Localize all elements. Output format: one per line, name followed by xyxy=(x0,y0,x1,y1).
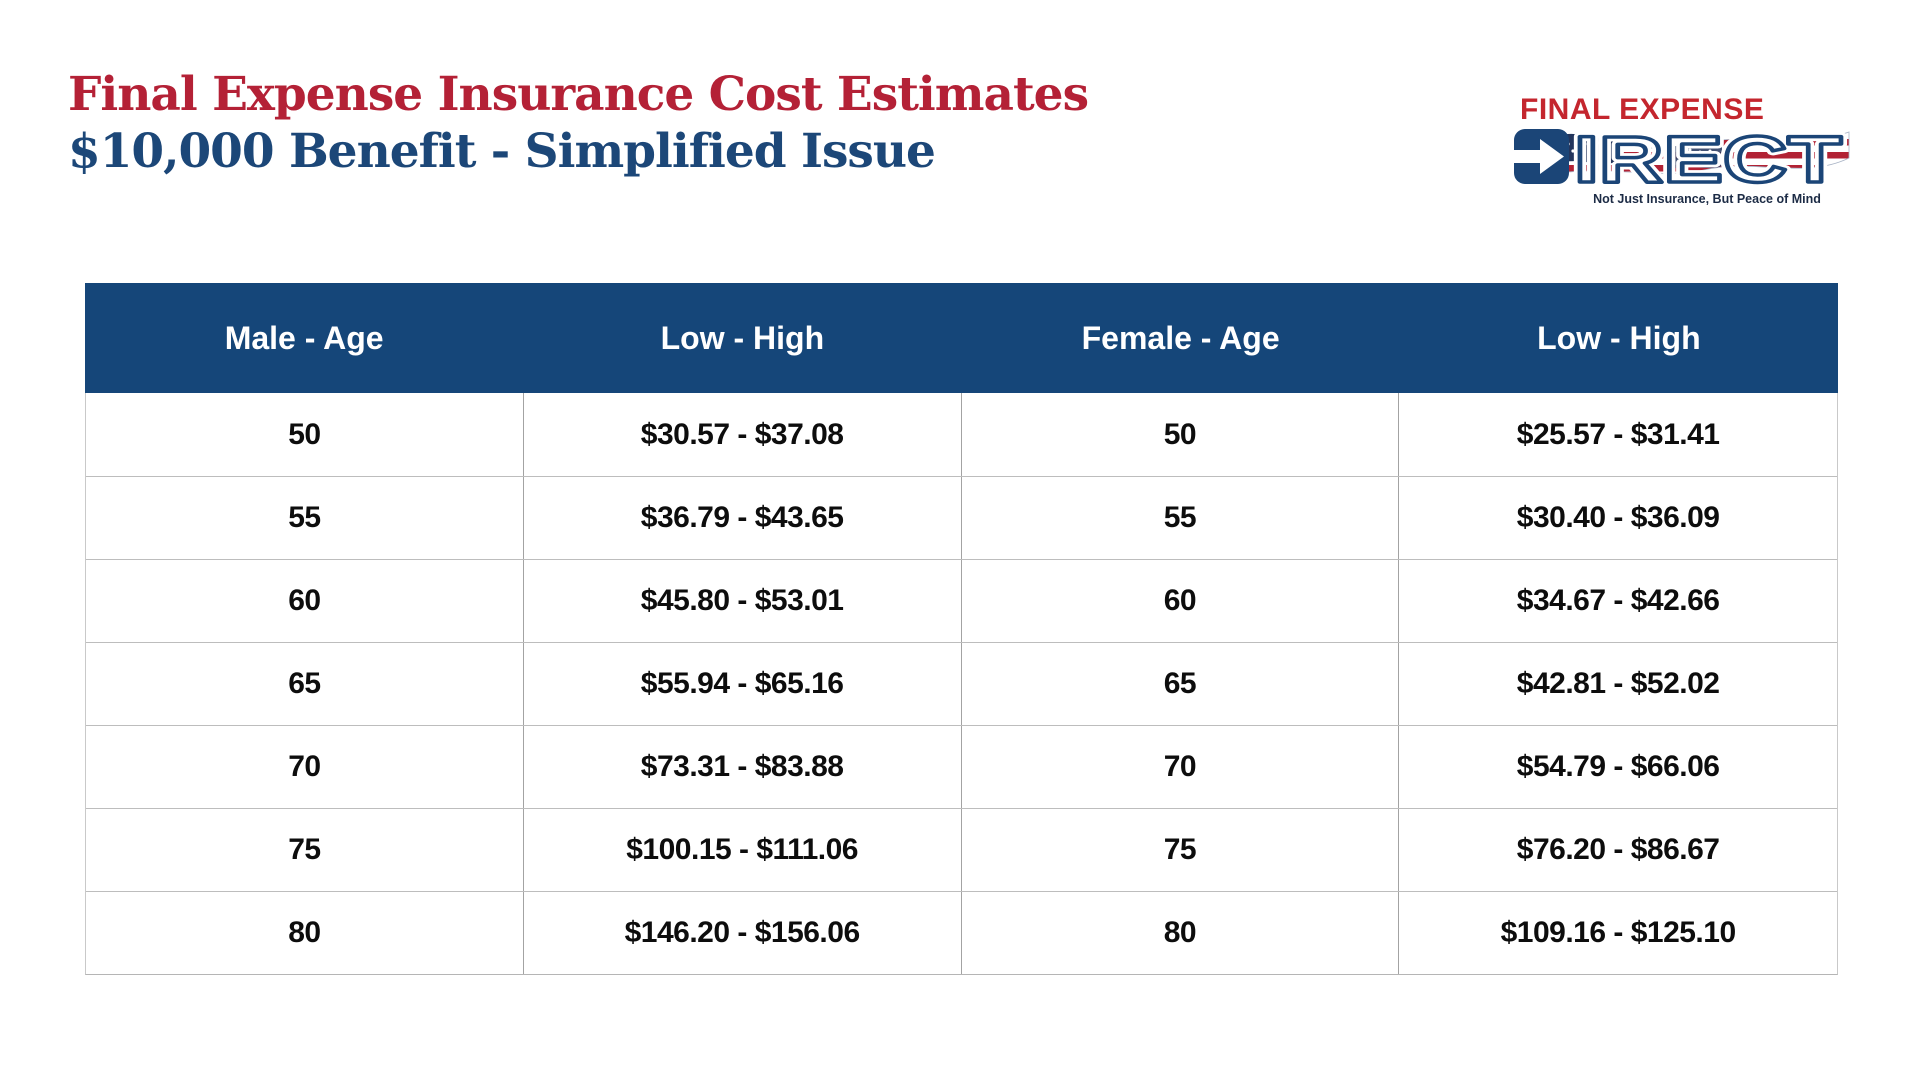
female-age-cell: 55 xyxy=(962,477,1400,559)
female-age-cell: 65 xyxy=(962,643,1400,725)
female-rate-cell: $34.67 - $42.66 xyxy=(1516,584,1720,617)
male-age-cell: 65 xyxy=(86,643,524,725)
table-row: 80 $146.20 - $156.06 80 $109.16 - $125.10 xyxy=(86,891,1837,974)
table-header-row: Male - Age Low - High Female - Age Low -… xyxy=(85,283,1838,393)
table-body: 50 $30.57 - $37.08 50 $25.57 - $31.41 55 $36.… xyxy=(85,393,1838,975)
page-title: Final Expense Insurance Cost Estimates $… xyxy=(68,66,1089,181)
cost-estimates-table: Male - Age Low - High Female - Age Low -… xyxy=(85,283,1838,975)
title-line-2: $10,000 Benefit - Simplified Issue xyxy=(68,124,936,180)
female-rate-cell: $54.79 - $66.06 xyxy=(1516,750,1720,783)
male-age-cell: 60 xyxy=(86,560,524,642)
female-age-cell: 75 xyxy=(962,809,1400,891)
male-rate-cell: $100.15 - $111.06 xyxy=(524,809,962,891)
logo-brand-top: FINAL EXPENSE xyxy=(1520,93,1764,126)
company-logo: FINAL EXPENSE IRECT xyxy=(1502,82,1862,212)
male-rate-cell: $55.94 - $65.16 xyxy=(524,643,962,725)
header-female-low-high: Low - High xyxy=(1537,319,1701,356)
header-female-age: Female - Age xyxy=(1081,319,1280,356)
header-male-low-high: Low - High xyxy=(660,319,825,356)
male-rate-cell: $146.20 - $156.06 xyxy=(524,892,962,974)
logo-brand-main: IRECT xyxy=(1574,122,1842,196)
male-age-cell: 55 xyxy=(86,477,524,559)
female-age-cell: 70 xyxy=(962,726,1400,808)
table-row: 55 $36.79 - $43.65 55 $30.40 - $36.09 xyxy=(86,476,1837,559)
male-rate-cell: $45.80 - $53.01 xyxy=(524,560,962,642)
female-age-cell: 50 xyxy=(962,393,1400,476)
table-row: 50 $30.57 - $37.08 50 $25.57 - $31.41 xyxy=(86,393,1837,476)
table-row: 70 $73.31 - $83.88 70 $54.79 - $66.06 xyxy=(86,725,1837,808)
male-age-cell: 70 xyxy=(86,726,524,808)
title-line-1: Final Expense Insurance Cost Estimates xyxy=(68,67,1089,122)
female-rate-cell: $76.20 - $86.67 xyxy=(1516,833,1720,866)
american-flag-graphic xyxy=(1523,131,1850,181)
male-rate-cell: $36.79 - $43.65 xyxy=(524,477,962,559)
male-rate-cell: $30.57 - $37.08 xyxy=(524,393,962,476)
female-rate-cell: $25.57 - $31.41 xyxy=(1516,417,1720,451)
arrow-d-icon xyxy=(1507,129,1569,184)
logo-tagline: Not Just Insurance, But Peace of Mind xyxy=(1593,192,1821,206)
female-rate-cell: $42.81 - $52.02 xyxy=(1516,667,1720,700)
male-age-cell: 80 xyxy=(86,892,524,974)
male-rate-cell: $73.31 - $83.88 xyxy=(524,726,962,808)
female-rate-cell: $30.40 - $36.09 xyxy=(1516,501,1720,534)
female-age-cell: 80 xyxy=(962,892,1400,974)
female-rate-cell: $109.16 - $125.10 xyxy=(1500,916,1737,949)
male-age-cell: 50 xyxy=(86,393,524,476)
table-row: 65 $55.94 - $65.16 65 $42.81 - $52.02 xyxy=(86,642,1837,725)
header-male-age: Male - Age xyxy=(224,319,384,356)
logo-brand-main-halo: IRECT xyxy=(1574,122,1842,196)
male-age-cell: 75 xyxy=(86,809,524,891)
table-row: 60 $45.80 - $53.01 60 $34.67 - $42.66 xyxy=(86,559,1837,642)
table-row: 75 $100.15 - $111.06 75 $76.20 - $86.67 xyxy=(86,808,1837,891)
female-age-cell: 60 xyxy=(962,560,1400,642)
final-expense-direct-logo: FINAL EXPENSE IRECT xyxy=(1507,93,1850,206)
